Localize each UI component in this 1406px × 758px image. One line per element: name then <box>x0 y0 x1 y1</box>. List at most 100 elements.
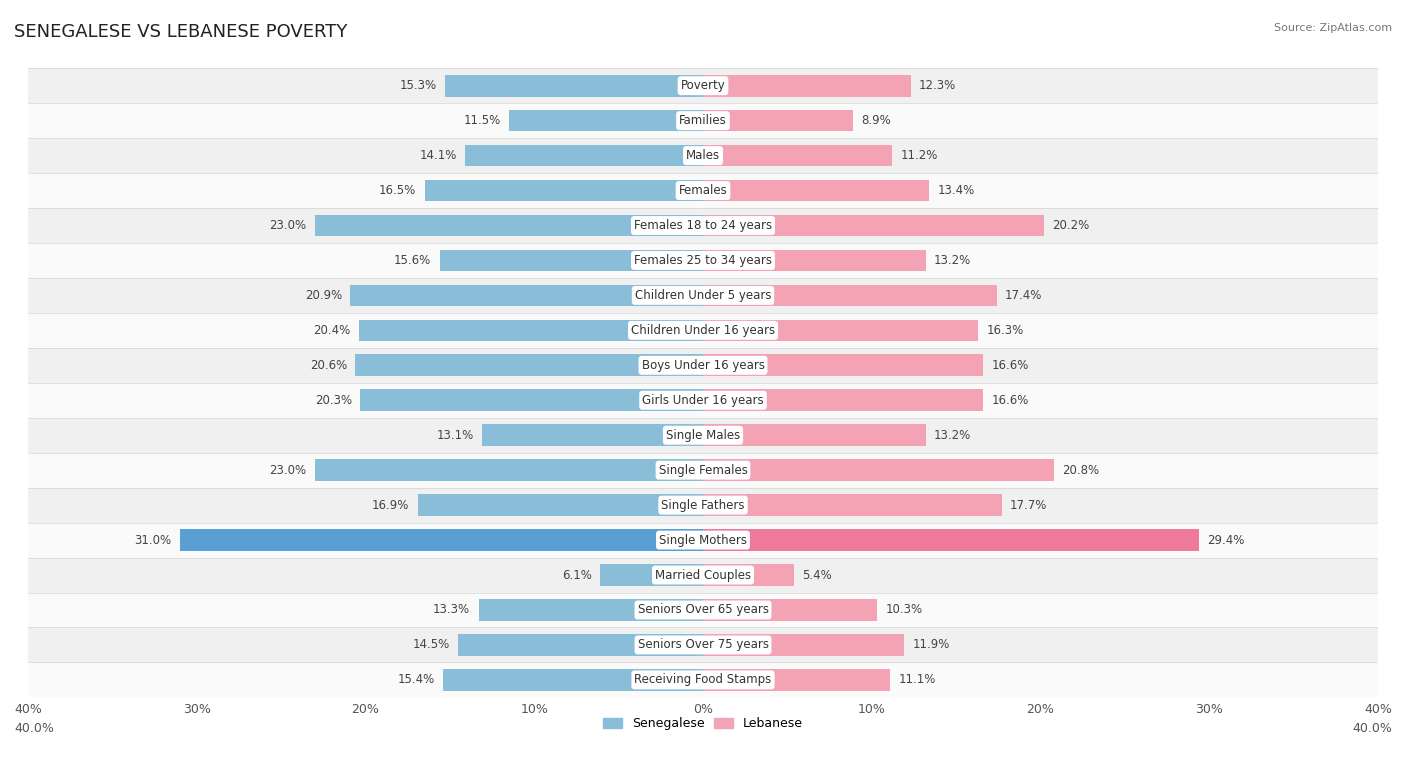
Bar <box>703 564 794 586</box>
Text: 8.9%: 8.9% <box>862 114 891 127</box>
Bar <box>28 522 1378 558</box>
Bar <box>28 348 1378 383</box>
Bar <box>703 284 997 306</box>
Text: 13.2%: 13.2% <box>934 429 972 442</box>
Bar <box>359 320 703 341</box>
Text: Married Couples: Married Couples <box>655 568 751 581</box>
Text: Boys Under 16 years: Boys Under 16 years <box>641 359 765 372</box>
Text: 16.5%: 16.5% <box>380 184 416 197</box>
Text: 17.7%: 17.7% <box>1010 499 1047 512</box>
Bar <box>28 103 1378 138</box>
Text: Single Fathers: Single Fathers <box>661 499 745 512</box>
Bar <box>703 215 1043 236</box>
Bar <box>703 145 891 167</box>
Text: 16.6%: 16.6% <box>991 393 1029 407</box>
Text: Children Under 5 years: Children Under 5 years <box>634 289 772 302</box>
Bar <box>703 669 890 691</box>
Bar <box>703 355 983 376</box>
Bar <box>703 459 1054 481</box>
Bar <box>28 628 1378 662</box>
Text: Males: Males <box>686 149 720 162</box>
Bar <box>356 355 703 376</box>
Bar <box>28 313 1378 348</box>
Bar <box>458 634 703 656</box>
Text: 17.4%: 17.4% <box>1005 289 1042 302</box>
Text: 15.3%: 15.3% <box>399 79 436 92</box>
Text: Receiving Food Stamps: Receiving Food Stamps <box>634 673 772 687</box>
Bar <box>28 662 1378 697</box>
Bar <box>703 390 983 411</box>
Bar <box>703 634 904 656</box>
Text: 13.1%: 13.1% <box>436 429 474 442</box>
Bar <box>350 284 703 306</box>
Text: 23.0%: 23.0% <box>270 219 307 232</box>
Bar <box>703 110 853 131</box>
Text: Females: Females <box>679 184 727 197</box>
Bar <box>28 558 1378 593</box>
Text: 15.6%: 15.6% <box>394 254 432 267</box>
Bar <box>28 418 1378 453</box>
Bar <box>28 68 1378 103</box>
Text: Seniors Over 75 years: Seniors Over 75 years <box>637 638 769 651</box>
Bar <box>180 529 703 551</box>
Text: 31.0%: 31.0% <box>135 534 172 547</box>
Text: 40.0%: 40.0% <box>1353 722 1392 735</box>
Bar <box>443 669 703 691</box>
Bar <box>703 320 979 341</box>
Text: Girls Under 16 years: Girls Under 16 years <box>643 393 763 407</box>
Text: 23.0%: 23.0% <box>270 464 307 477</box>
Text: 20.4%: 20.4% <box>314 324 350 337</box>
Bar <box>28 487 1378 522</box>
Bar <box>440 249 703 271</box>
Bar <box>360 390 703 411</box>
Text: Source: ZipAtlas.com: Source: ZipAtlas.com <box>1274 23 1392 33</box>
Bar <box>509 110 703 131</box>
Text: Single Females: Single Females <box>658 464 748 477</box>
Bar <box>478 599 703 621</box>
Text: Families: Families <box>679 114 727 127</box>
Bar <box>444 75 703 96</box>
Text: 20.6%: 20.6% <box>309 359 347 372</box>
Text: 11.2%: 11.2% <box>900 149 938 162</box>
Text: 11.5%: 11.5% <box>464 114 501 127</box>
Bar <box>28 208 1378 243</box>
Text: Poverty: Poverty <box>681 79 725 92</box>
Text: 29.4%: 29.4% <box>1208 534 1244 547</box>
Text: 20.8%: 20.8% <box>1063 464 1099 477</box>
Bar <box>418 494 703 516</box>
Legend: Senegalese, Lebanese: Senegalese, Lebanese <box>598 713 808 735</box>
Text: Seniors Over 65 years: Seniors Over 65 years <box>637 603 769 616</box>
Text: 16.9%: 16.9% <box>373 499 409 512</box>
Bar <box>703 424 925 446</box>
Bar <box>703 599 877 621</box>
Text: 16.6%: 16.6% <box>991 359 1029 372</box>
Text: 11.9%: 11.9% <box>912 638 949 651</box>
Bar <box>28 243 1378 278</box>
Bar <box>28 173 1378 208</box>
Bar <box>315 215 703 236</box>
Bar <box>703 529 1199 551</box>
Text: 14.1%: 14.1% <box>419 149 457 162</box>
Bar <box>703 180 929 202</box>
Text: 20.3%: 20.3% <box>315 393 352 407</box>
Bar <box>28 138 1378 173</box>
Text: Females 18 to 24 years: Females 18 to 24 years <box>634 219 772 232</box>
Text: 6.1%: 6.1% <box>562 568 592 581</box>
Text: 12.3%: 12.3% <box>920 79 956 92</box>
Bar <box>703 249 925 271</box>
Text: 13.3%: 13.3% <box>433 603 470 616</box>
Bar <box>703 494 1001 516</box>
Bar <box>28 593 1378 628</box>
Bar <box>703 75 911 96</box>
Text: Children Under 16 years: Children Under 16 years <box>631 324 775 337</box>
Bar <box>465 145 703 167</box>
Text: Females 25 to 34 years: Females 25 to 34 years <box>634 254 772 267</box>
Bar <box>28 383 1378 418</box>
Bar <box>482 424 703 446</box>
Text: SENEGALESE VS LEBANESE POVERTY: SENEGALESE VS LEBANESE POVERTY <box>14 23 347 41</box>
Text: 13.4%: 13.4% <box>938 184 974 197</box>
Text: 16.3%: 16.3% <box>987 324 1024 337</box>
Text: Single Males: Single Males <box>666 429 740 442</box>
Text: 40.0%: 40.0% <box>14 722 53 735</box>
Bar <box>600 564 703 586</box>
